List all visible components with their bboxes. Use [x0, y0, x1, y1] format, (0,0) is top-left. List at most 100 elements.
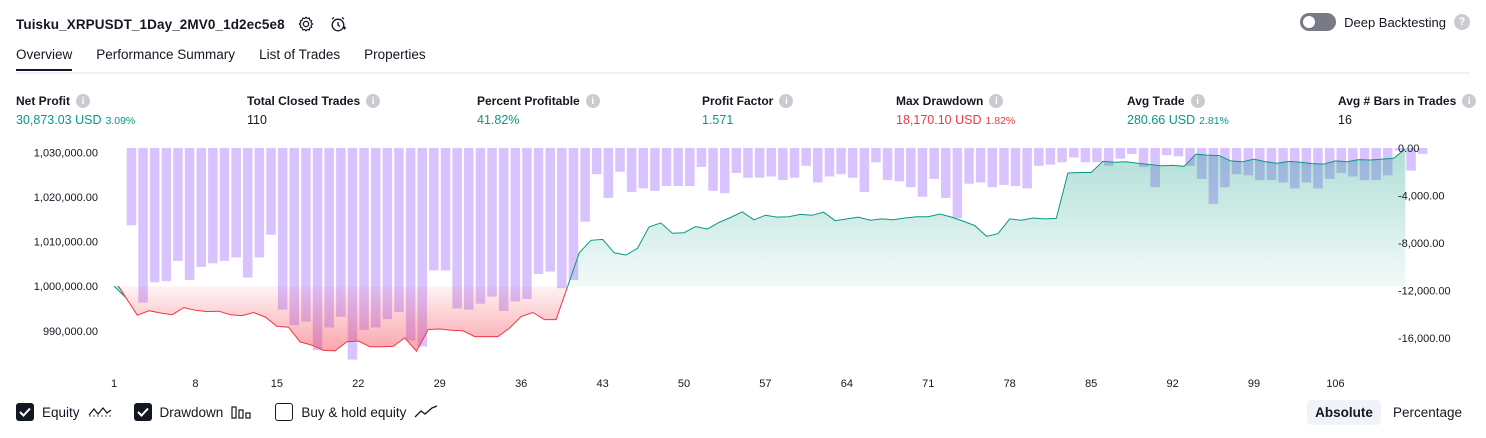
equity-line-up	[567, 148, 1406, 287]
right-axis-tick-label: -12,000.00	[1398, 286, 1451, 298]
drawdown-bar	[859, 148, 870, 192]
drawdown-bar	[568, 148, 579, 280]
drawdown-bar	[813, 148, 823, 183]
drawdown-bar	[545, 148, 555, 272]
drawdown-bar	[219, 148, 230, 261]
info-icon[interactable]: i	[1462, 94, 1477, 108]
metric-avg-trade: Avg Trade i 280.66 USD 2.81%	[1127, 94, 1229, 127]
left-axis-tick-label: 1,000,000.00	[34, 281, 98, 293]
metric-value: 280.66 USD	[1127, 113, 1196, 127]
equity-area-up	[567, 148, 1406, 287]
legend-buy-hold[interactable]: Buy & hold equity	[275, 403, 438, 421]
drawdown-bar	[1162, 148, 1172, 156]
right-axis-tick-label: -16,000.00	[1398, 333, 1451, 345]
drawdown-bar	[475, 148, 486, 304]
tab-overview[interactable]: Overview	[16, 47, 73, 71]
info-icon[interactable]: i	[779, 94, 794, 108]
info-icon[interactable]: i	[76, 94, 90, 108]
drawdown-bar	[1127, 148, 1137, 154]
equity-chart[interactable]: 1,030,000.00 1,020,000.00 1,010,000.00 1,00…	[0, 140, 1486, 395]
x-axis-tick-label: 8	[192, 378, 198, 390]
legend-drawdown[interactable]: Drawdown	[133, 403, 254, 421]
drawdown-bar	[196, 148, 206, 267]
drawdown-bar	[522, 148, 532, 299]
drawdown-bar	[987, 148, 997, 188]
info-icon[interactable]: i	[585, 94, 600, 108]
left-axis-tick-label: 990,000.00	[43, 326, 98, 338]
info-icon[interactable]: i	[366, 94, 381, 108]
deep-backtesting-toggle[interactable]	[1300, 13, 1337, 31]
metric-profit-factor: Profit Factor i 1.571	[702, 94, 794, 127]
drawdown-bar	[824, 148, 835, 177]
drawdown-bar	[533, 148, 544, 274]
drawdown-bar	[661, 148, 672, 186]
help-icon[interactable]: ?	[1454, 14, 1470, 30]
info-icon[interactable]: i	[1190, 94, 1205, 108]
drawdown-bar	[149, 148, 160, 283]
drawdown-bar	[615, 148, 625, 172]
drawdown-bar	[999, 148, 1009, 185]
drawdown-bar	[138, 148, 148, 303]
x-axis-tick-label: 15	[271, 378, 283, 390]
metric-label: Profit Factor	[702, 94, 774, 108]
buy-hold-checkbox[interactable]	[275, 403, 294, 421]
drawdown-bar	[720, 148, 730, 194]
tab-bar: Overview Performance Summary List of Tra…	[16, 47, 426, 71]
drawdown-bar	[836, 148, 846, 175]
alarm-clock-icon[interactable]	[327, 13, 349, 35]
metric-value: 110	[247, 113, 267, 127]
drawdown-bar	[906, 148, 916, 188]
tab-list-of-trades[interactable]: List of Trades	[259, 47, 341, 62]
x-axis-tick-label: 57	[759, 378, 771, 390]
equity-checkbox[interactable]	[16, 403, 34, 421]
drawdown-bar	[324, 148, 334, 328]
strategy-title: Tuisku_XRPUSDT_1Day_2MV0_1d2ec5e8	[16, 16, 285, 32]
metric-percent: 3.09%	[105, 115, 136, 127]
metric-value: 1.571	[702, 113, 734, 127]
legend-equity[interactable]: Equity	[16, 403, 112, 421]
x-axis-tick-label: 29	[434, 378, 446, 390]
info-icon[interactable]: i	[989, 94, 1004, 108]
drawdown-bar	[440, 148, 451, 271]
left-axis-tick-label: 1,010,000.00	[34, 237, 98, 249]
drawdown-bar	[452, 148, 462, 309]
drawdown-bar	[208, 148, 218, 264]
legend-label: Equity	[42, 404, 80, 420]
drawdown-bar	[173, 148, 183, 261]
drawdown-bar	[638, 148, 648, 189]
drawdown-bar	[952, 148, 963, 219]
value-mode-switch: Absolute Percentage	[1307, 400, 1470, 425]
tab-properties[interactable]: Properties	[364, 47, 426, 62]
equity-line-down	[117, 285, 569, 353]
x-axis-tick-label: 71	[922, 378, 934, 390]
right-axis-tick-label: -8,000.00	[1398, 238, 1444, 250]
metric-avg-bars-in-trades: Avg # Bars in Trades i 16	[1338, 94, 1477, 127]
drawdown-bar	[673, 148, 683, 186]
drawdown-bars-icon	[231, 405, 253, 419]
drawdown-checkbox[interactable]	[133, 403, 152, 421]
drawdown-bar	[417, 148, 427, 347]
tab-performance-summary[interactable]: Performance Summary	[96, 47, 236, 62]
gear-icon[interactable]	[295, 13, 317, 35]
mode-absolute-button[interactable]: Absolute	[1307, 400, 1381, 425]
x-axis-tick-label: 99	[1248, 378, 1260, 390]
x-axis-tick-label: 64	[841, 378, 853, 390]
drawdown-bar	[1069, 148, 1079, 158]
left-axis-tick-label: 1,030,000.00	[34, 148, 98, 160]
drawdown-bar	[778, 148, 788, 181]
drawdown-bar	[336, 148, 346, 317]
right-axis-tick-label: -4,000.00	[1398, 191, 1444, 203]
drawdown-bar	[394, 148, 404, 313]
drawdown-bar	[1103, 148, 1114, 166]
drawdown-bar	[882, 148, 893, 181]
drawdown-bar	[254, 148, 265, 258]
metric-value: 30,873.03 USD	[16, 113, 102, 127]
x-axis-tick-label: 106	[1326, 378, 1344, 390]
drawdown-bar	[603, 148, 614, 198]
drawdown-bar	[1336, 148, 1346, 173]
drawdown-bar	[371, 148, 381, 328]
mode-percentage-button[interactable]: Percentage	[1392, 405, 1462, 420]
drawdown-bar	[312, 148, 323, 351]
metric-net-profit: Net Profit i 30,873.03 USD 3.09%	[16, 94, 135, 127]
chart-legend: Equity Drawdown Buy & hold equity	[16, 403, 460, 421]
